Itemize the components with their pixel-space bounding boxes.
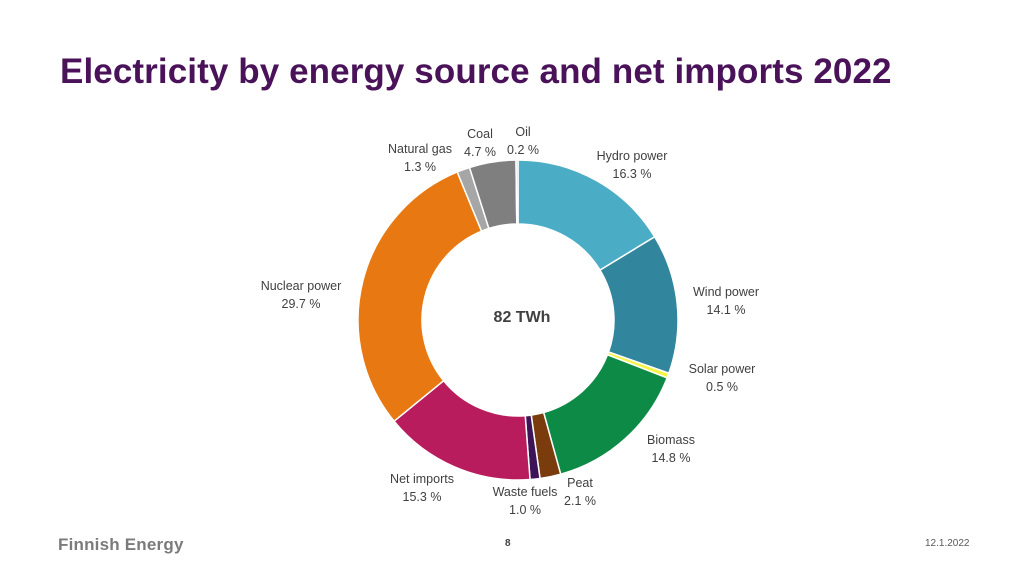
label-solar-power: Solar power 0.5 %: [689, 362, 756, 394]
slice-nuclear-power: [357, 171, 483, 423]
label-name-waste-fuels: Waste fuels: [493, 485, 558, 499]
page-title: Electricity by energy source and net imp…: [60, 52, 892, 91]
label-hydro-power: Hydro power 16.3 %: [597, 149, 668, 181]
label-value-oil: 0.2 %: [507, 143, 539, 157]
label-value-peat: 2.1 %: [564, 494, 596, 508]
label-wind-power: Wind power 14.1 %: [693, 285, 759, 317]
company-logo: Finnish Energy: [58, 535, 184, 554]
label-value-solar-power: 0.5 %: [706, 380, 738, 394]
label-biomass: Biomass 14.8 %: [647, 433, 695, 465]
label-value-biomass: 14.8 %: [652, 451, 691, 465]
label-net-imports: Net imports 15.3 %: [390, 472, 454, 504]
label-name-coal: Coal: [467, 127, 493, 141]
label-name-peat: Peat: [567, 476, 593, 490]
slice-biomass: [542, 353, 669, 476]
center-total-label: 82 TWh: [494, 309, 551, 326]
label-name-nuclear-power: Nuclear power: [261, 279, 342, 293]
label-peat: Peat 2.1 %: [564, 476, 596, 508]
label-value-natural-gas: 1.3 %: [404, 160, 436, 174]
label-value-waste-fuels: 1.0 %: [509, 503, 541, 517]
slide-date: 12.1.2022: [925, 538, 970, 549]
label-natural-gas: Natural gas 1.3 %: [388, 142, 452, 174]
slice-oil: [515, 159, 519, 225]
label-value-coal: 4.7 %: [464, 145, 496, 159]
label-value-wind-power: 14.1 %: [707, 303, 746, 317]
label-name-wind-power: Wind power: [693, 285, 759, 299]
label-value-net-imports: 15.3 %: [403, 490, 442, 504]
label-name-hydro-power: Hydro power: [597, 149, 668, 163]
label-value-nuclear-power: 29.7 %: [282, 297, 321, 311]
label-nuclear-power: Nuclear power 29.7 %: [261, 279, 342, 311]
label-waste-fuels: Waste fuels 1.0 %: [493, 485, 558, 517]
label-name-oil: Oil: [515, 125, 530, 139]
label-name-net-imports: Net imports: [390, 472, 454, 486]
label-coal: Coal 4.7 %: [464, 127, 496, 159]
label-oil: Oil 0.2 %: [507, 125, 539, 157]
label-value-hydro-power: 16.3 %: [613, 167, 652, 181]
label-name-biomass: Biomass: [647, 433, 695, 447]
page-number: 8: [505, 538, 511, 549]
label-name-natural-gas: Natural gas: [388, 142, 452, 156]
label-name-solar-power: Solar power: [689, 362, 756, 376]
